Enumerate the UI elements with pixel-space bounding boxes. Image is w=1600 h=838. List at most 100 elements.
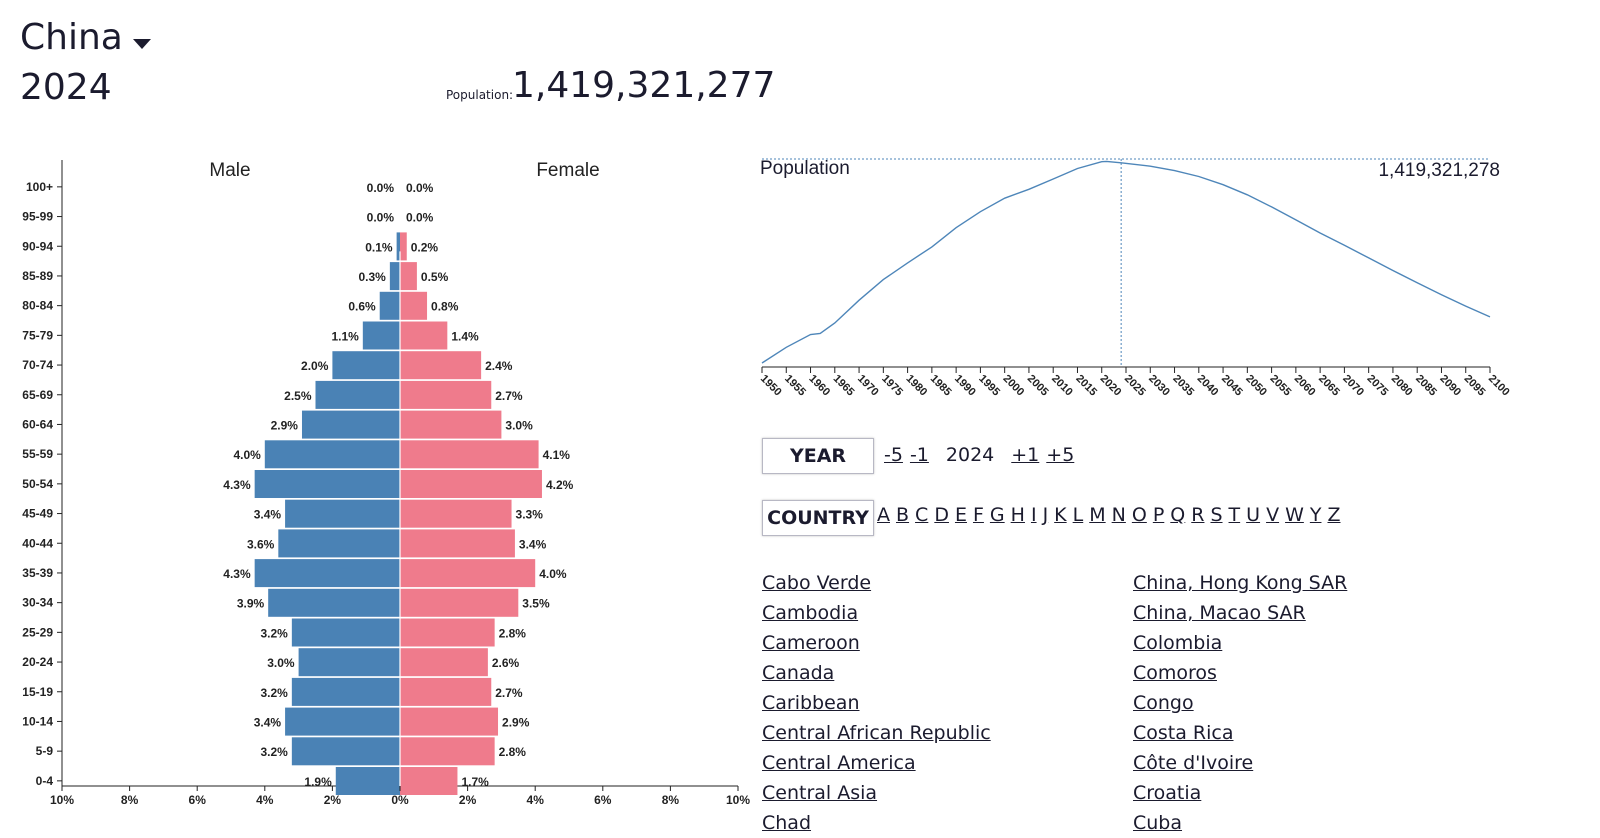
age-group-label: 70-74 [22, 358, 53, 372]
letter-link-p[interactable]: P [1152, 504, 1165, 526]
letter-link-z[interactable]: Z [1327, 504, 1341, 526]
country-link[interactable]: Cambodia [762, 602, 859, 624]
country-link[interactable]: Chad [762, 812, 812, 834]
country-link[interactable]: Côte d'Ivoire [1133, 752, 1254, 774]
trend-title: Population [760, 158, 850, 179]
female-value-label: 4.1% [543, 448, 571, 462]
country-link[interactable]: Caribbean [762, 692, 860, 714]
country-selector[interactable]: China [20, 16, 153, 61]
letter-link-r[interactable]: R [1191, 504, 1205, 526]
female-bar [400, 737, 495, 766]
country-link[interactable]: Central African Republic [762, 722, 991, 744]
female-value-label: 0.8% [431, 300, 459, 314]
country-list-item: Central Asia [762, 778, 991, 808]
female-bar [400, 291, 428, 320]
country-list-item: Canada [762, 658, 991, 688]
age-group-label: 40-44 [22, 536, 53, 550]
country-list-item: Comoros [1133, 658, 1347, 688]
letter-link-t[interactable]: T [1228, 504, 1241, 526]
trend-x-tick-label: 2090 [1437, 373, 1463, 399]
letter-link-q[interactable]: Q [1170, 504, 1186, 526]
letter-link-n[interactable]: N [1111, 504, 1126, 526]
letter-link-m[interactable]: M [1089, 504, 1106, 526]
country-link[interactable]: Congo [1133, 692, 1194, 714]
letter-link-i[interactable]: I [1030, 504, 1037, 526]
female-bar [400, 262, 417, 291]
country-list-item: Central African Republic [762, 718, 991, 748]
male-value-label: 0.3% [359, 270, 387, 284]
female-value-label: 4.0% [539, 567, 567, 581]
letter-link-k[interactable]: K [1054, 504, 1067, 526]
letter-link-v[interactable]: V [1266, 504, 1280, 526]
letter-link-l[interactable]: L [1072, 504, 1084, 526]
letter-link-y[interactable]: Y [1309, 504, 1322, 526]
letter-link-a[interactable]: A [877, 504, 890, 526]
age-group-label: 10-14 [22, 714, 53, 728]
country-link[interactable]: Cameroon [762, 632, 860, 654]
country-button[interactable]: COUNTRY [762, 500, 874, 536]
current-year: 2024 [945, 444, 995, 466]
male-value-label: 4.3% [223, 567, 251, 581]
trend-x-tick-label: 1970 [855, 373, 881, 399]
age-group-label: 65-69 [22, 388, 53, 402]
letter-link-w[interactable]: W [1285, 504, 1304, 526]
country-link[interactable]: Costa Rica [1133, 722, 1234, 744]
letter-link-o[interactable]: O [1131, 504, 1147, 526]
female-value-label: 2.4% [485, 359, 513, 373]
age-group-label: 75-79 [22, 328, 53, 342]
letter-link-s[interactable]: S [1210, 504, 1223, 526]
pyramid-x-tick-label: 2% [324, 793, 342, 807]
country-link[interactable]: Colombia [1133, 632, 1223, 654]
population-pyramid-chart: Male Female 100+ 0.0% 0.0% 95-99 0.0% 0.0% 90-94… [22, 160, 750, 807]
male-bar [315, 380, 400, 409]
male-bar [254, 559, 400, 588]
country-link[interactable]: Canada [762, 662, 835, 684]
year-plus-1-link[interactable]: +1 [1011, 444, 1040, 466]
letter-link-b[interactable]: B [896, 504, 910, 526]
male-bar [379, 291, 400, 320]
female-bar [400, 767, 458, 795]
male-value-label: 3.2% [260, 686, 288, 700]
letter-link-u[interactable]: U [1246, 504, 1261, 526]
letter-link-f[interactable]: F [972, 504, 984, 526]
age-group-label: 95-99 [22, 210, 53, 224]
country-link[interactable]: Comoros [1133, 662, 1217, 684]
year-plus-5-link[interactable]: +5 [1046, 444, 1075, 466]
country-list-item: China, Hong Kong SAR [1133, 568, 1347, 598]
trend-x-tick-label: 1985 [928, 373, 954, 399]
letter-link-e[interactable]: E [954, 504, 967, 526]
year-button[interactable]: YEAR [762, 438, 874, 474]
male-value-label: 3.6% [247, 537, 275, 551]
male-bar [291, 618, 400, 647]
female-bar [400, 232, 407, 261]
country-link[interactable]: China, Hong Kong SAR [1133, 572, 1348, 594]
caret-down-icon[interactable] [131, 17, 153, 61]
age-group-label: 35-39 [22, 566, 53, 580]
letter-link-h[interactable]: H [1010, 504, 1025, 526]
country-link[interactable]: Cabo Verde [762, 572, 872, 594]
female-value-label: 2.8% [499, 745, 527, 759]
year-minus-5-link[interactable]: -5 [884, 444, 903, 466]
country-list-item: Cambodia [762, 598, 991, 628]
letter-link-c[interactable]: C [915, 504, 929, 526]
male-bar [298, 648, 400, 677]
pyramid-x-tick-label: 10% [726, 793, 750, 807]
pyramid-x-tick-label: 8% [662, 793, 680, 807]
male-value-label: 2.0% [301, 359, 329, 373]
trend-x-tick-label: 2015 [1073, 373, 1099, 399]
letter-link-g[interactable]: G [989, 504, 1005, 526]
trend-marker-value: 1,419,321,278 [1378, 160, 1500, 181]
year-minus-1-link[interactable]: -1 [909, 444, 929, 466]
country-link[interactable]: Central Asia [762, 782, 878, 804]
country-link[interactable]: Cuba [1133, 812, 1183, 834]
country-link[interactable]: China, Macao SAR [1133, 602, 1306, 624]
country-list-item: Caribbean [762, 688, 991, 718]
female-bar [400, 618, 495, 647]
letter-link-j[interactable]: J [1042, 504, 1049, 526]
country-link[interactable]: Croatia [1133, 782, 1202, 804]
age-group-label: 20-24 [22, 655, 53, 669]
letter-link-d[interactable]: D [934, 504, 949, 526]
trend-x-tick-label: 1995 [976, 373, 1002, 399]
country-link[interactable]: Central America [762, 752, 916, 774]
